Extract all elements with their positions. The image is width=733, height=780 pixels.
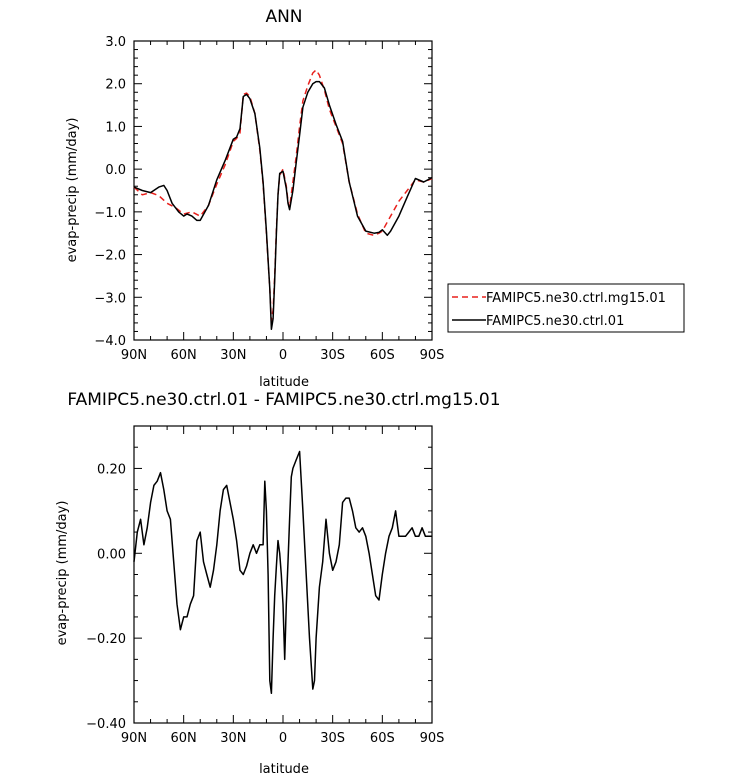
top-x-axis-label: latitude <box>259 375 309 390</box>
top-y-tick-label: 1.0 <box>105 120 126 135</box>
top-legend: FAMIPC5.ne30.ctrl.mg15.01 FAMIPC5.ne30.c… <box>447 283 685 333</box>
legend-label-mg15: FAMIPC5.ne30.ctrl.mg15.01 <box>486 291 666 306</box>
top-plot-frame <box>133 40 433 341</box>
bottom-chart: FAMIPC5.ne30.ctrl.01 - FAMIPC5.ne30.ctrl… <box>55 390 501 777</box>
bottom-y-tick-label: 0.20 <box>97 462 126 477</box>
top-y-tick-label: 2.0 <box>105 78 126 93</box>
bottom-y-tick-label: −0.20 <box>86 632 126 647</box>
top-x-tick-label: 60N <box>171 348 197 363</box>
bottom-x-tick-label: 60S <box>370 731 395 746</box>
bottom-y-tick-label: 0.00 <box>97 547 126 562</box>
top-series-line-0 <box>133 69 433 322</box>
bottom-chart-title: FAMIPC5.ne30.ctrl.01 - FAMIPC5.ne30.ctrl… <box>67 390 500 410</box>
bottom-x-tick-label: 30S <box>320 731 345 746</box>
top-y-axis-label: evap-precip (mm/day) <box>65 118 80 263</box>
bottom-x-tick-label: 90N <box>121 731 147 746</box>
top-y-tick-label: 3.0 <box>105 35 126 50</box>
top-x-tick-label: 60S <box>370 348 395 363</box>
top-y-tick-label: −2.0 <box>94 249 126 264</box>
top-series-line-1 <box>133 80 433 331</box>
top-x-tick-label: 30S <box>320 348 345 363</box>
top-chart: ANN latitude evap-precip (mm/day) 90N 60N… <box>65 7 685 390</box>
top-chart-title: ANN <box>265 7 302 27</box>
top-x-tick-label: 90N <box>121 348 147 363</box>
bottom-x-axis-label: latitude <box>259 762 309 777</box>
bottom-y-axis-label: evap-precip (mm/day) <box>55 501 70 646</box>
top-y-tick-label: −3.0 <box>94 291 126 306</box>
legend-box <box>447 283 685 333</box>
bottom-x-tick-label: 60N <box>171 731 197 746</box>
bottom-x-tick-label: 90S <box>420 731 445 746</box>
bottom-x-tick-label: 0 <box>279 731 287 746</box>
bottom-y-tick-label: −0.40 <box>86 717 126 732</box>
top-x-tick-label: 0 <box>279 348 287 363</box>
top-y-tick-label: −1.0 <box>94 206 126 221</box>
top-x-tick-label: 90S <box>420 348 445 363</box>
top-y-tick-label: −4.0 <box>94 334 126 349</box>
top-x-tick-label: 30N <box>220 348 246 363</box>
bottom-x-tick-label: 30N <box>220 731 246 746</box>
bottom-series-line-0 <box>133 450 432 695</box>
bottom-plot-frame <box>133 425 433 724</box>
legend-label-ctrl: FAMIPC5.ne30.ctrl.01 <box>486 314 624 329</box>
top-y-tick-label: 0.0 <box>105 163 126 178</box>
